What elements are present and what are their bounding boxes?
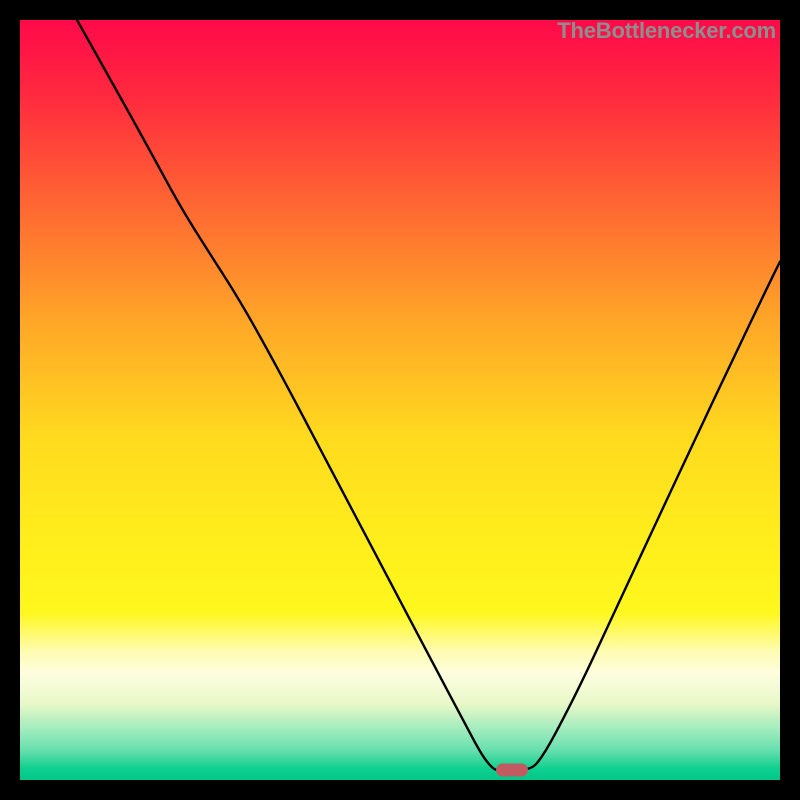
source-watermark: TheBottlenecker.com [557, 18, 776, 44]
chart-plot-area: TheBottlenecker.com [20, 20, 780, 780]
optimal-point-marker [497, 764, 529, 777]
gradient-background [20, 20, 780, 780]
